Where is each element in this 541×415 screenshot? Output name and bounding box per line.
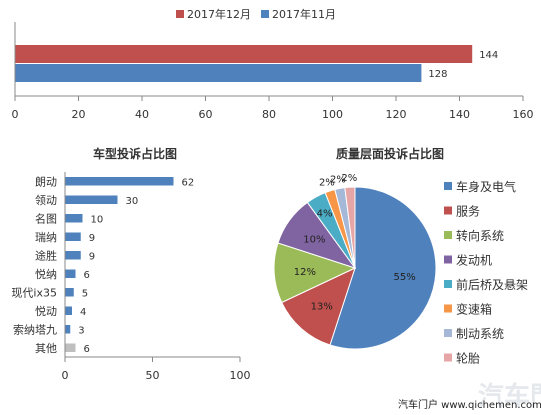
pie-slice-服务 [281,267,356,346]
top-x-tick-label-40: 40 [135,108,149,121]
category-label-索纳塔九: 索纳塔九 [13,322,57,336]
category-label-其他: 其他 [35,342,57,355]
top-x-tick-label-80: 80 [262,108,276,121]
bar-value-label-现代ix35: 5 [82,288,88,299]
bar-value-label-其他: 6 [84,344,90,355]
model-chart-bars: 62 朗动 30 领动 10 名图 9 瑞纳 9 途胜 6 悦纳 5 现代ix35 4 悦动 3 索纳塔九 6 其他 [11,175,194,355]
top-x-tick-label-20: 20 [72,108,86,121]
bar-value-label-瑞纳: 9 [89,233,95,244]
pie-legend-swatch-服务 [444,206,452,215]
top-x-tick-label-140: 140 [449,108,470,121]
bar-value-label-1: 144 [479,50,498,61]
pie-legend-swatch-前后桥及悬架 [444,280,452,288]
model-x-tick-label-100: 100 [230,369,251,382]
bar-value-label-领动: 30 [126,196,139,207]
pie-legend-label-发动机: 发动机 [456,253,492,268]
pie-legend-swatch-发动机 [444,255,452,264]
legend-label-1: 2017年12月 [187,7,251,21]
pie-value-label-发动机: 10% [303,234,325,245]
top-x-tick-label-0: 0 [12,108,19,121]
pie-slice-车身及电气 [329,186,437,350]
category-label-现代ix35: 现代ix35 [11,286,57,299]
bar-索纳塔九 [65,325,71,334]
pie-chart-value-labels: 55%13%12%10%4%2%2%2% [294,173,416,312]
legend-swatch-2 [261,10,269,18]
pie-legend-label-制动系统: 制动系统 [456,327,504,341]
category-label-途胜: 途胜 [35,248,57,262]
bar-value-label-名图: 10 [91,214,104,225]
top-chart-x-axis: 0 20 40 60 80 100 120 140 160 [12,22,534,121]
bar-领动 [65,195,118,204]
category-label-朗动: 朗动 [35,175,57,188]
top-x-tick-label-60: 60 [199,108,213,121]
pie-value-label-制动系统: 2% [330,175,346,186]
top-x-tick-label-160: 160 [513,108,534,121]
model-chart-title: 车型投诉占比图 [93,146,177,161]
footer-source-text: 汽车门户 www.qichemen.com [398,398,541,411]
bar-value-label-悦动: 4 [80,307,86,318]
model-x-tick-label-0: 0 [62,369,69,382]
pie-slice-轮胎 [344,186,356,269]
bar-名图 [65,214,83,223]
bar-瑞纳 [65,232,81,241]
bar-途胜 [65,251,81,260]
pie-value-label-变速箱: 2% [319,177,335,188]
pie-legend-swatch-变速箱 [444,304,452,313]
top-chart-legend: 2017年12月 2017年11月 [176,7,336,21]
pie-legend-swatch-车身及电气 [444,182,452,190]
pie-legend-label-变速箱: 变速箱 [456,302,492,317]
legend-swatch-1 [176,10,184,18]
pie-chart-title: 质量层面投诉占比图 [336,146,444,161]
category-label-领动: 领动 [35,194,57,207]
top-x-tick-label-100: 100 [322,108,343,121]
bar-悦动 [65,306,72,315]
model-x-tick-label-50: 50 [146,369,160,382]
category-label-悦纳: 悦纳 [35,267,57,281]
pie-chart-slices [273,186,437,350]
pie-legend-label-轮胎: 轮胎 [456,352,480,366]
pie-legend-label-服务: 服务 [456,204,480,219]
top-x-tick-label-120: 120 [386,108,407,121]
pie-slice-转向系统 [273,242,357,304]
bar-现代ix35 [65,288,74,297]
bar-朗动 [65,177,174,186]
pie-value-label-轮胎: 2% [341,173,357,184]
pie-legend-label-车身及电气: 车身及电气 [456,179,516,194]
pie-legend-swatch-轮胎 [444,353,452,362]
category-label-悦动: 悦动 [35,304,57,318]
pie-legend-label-转向系统: 转向系统 [456,228,504,243]
bar-value-label-索纳塔九: 3 [78,325,84,336]
bar-value-label-悦纳: 6 [84,270,90,281]
watermark-logo: 汽车門 [478,381,541,411]
pie-value-label-服务: 13% [311,302,333,313]
pie-value-label-车身及电气: 55% [393,272,415,283]
bar-其他 [65,343,76,352]
pie-value-label-前后桥及悬架: 4% [317,209,333,220]
category-label-名图: 名图 [35,211,57,225]
top-chart-bars: 144 128 [15,45,498,82]
model-chart-axis: 0 50 100 [62,172,251,382]
bar-value-label-2: 128 [428,69,447,80]
bar-value-label-朗动: 62 [182,177,195,188]
pie-value-label-转向系统: 12% [294,267,316,278]
pie-legend-swatch-转向系统 [444,231,452,239]
legend-label-2: 2017年11月 [272,7,336,21]
bar-2017年11月 [15,64,422,82]
bar-value-label-途胜: 9 [89,251,95,262]
bar-悦纳 [65,269,76,278]
pie-legend-label-前后桥及悬架: 前后桥及悬架 [456,277,528,292]
pie-legend-swatch-制动系统 [444,329,452,337]
category-label-瑞纳: 瑞纳 [35,230,57,244]
bar-2017年12月 [15,45,473,63]
